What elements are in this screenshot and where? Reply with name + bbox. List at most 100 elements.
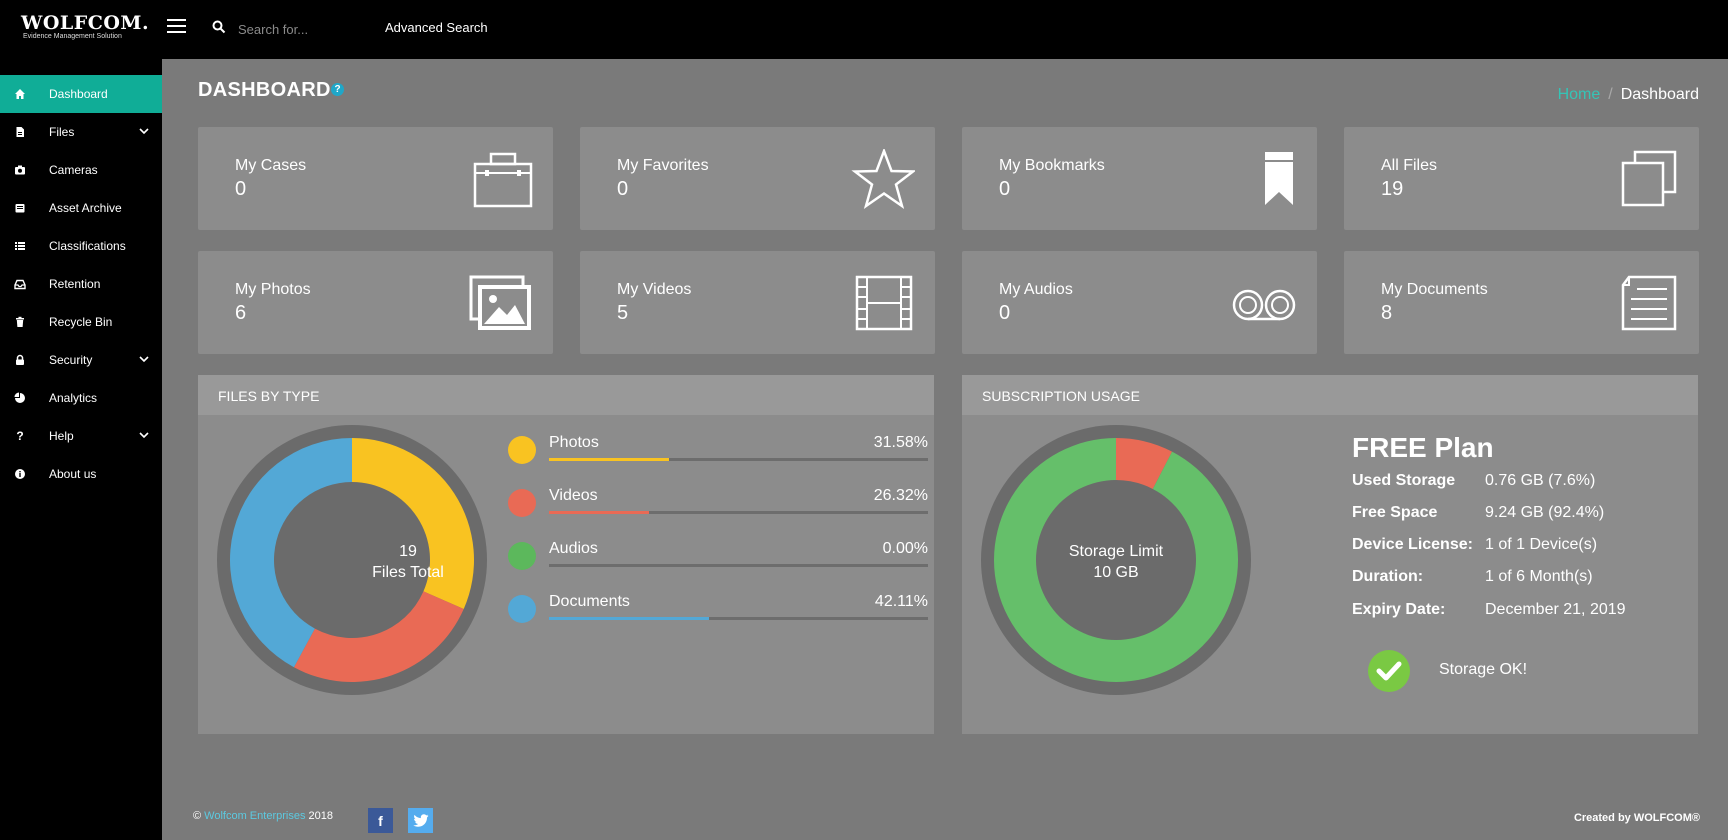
card-value: 0 [999,178,1011,200]
wolfcom-logo[interactable]: WOLFCOM. Evidence Management Solution [21,13,149,41]
card-value: 5 [617,302,629,324]
legend-name: Audios [549,540,598,557]
legend-videos: Videos 26.32% [508,484,928,524]
card-my-videos[interactable]: My Videos 5 [580,251,935,354]
card-my-bookmarks[interactable]: My Bookmarks 0 [962,127,1317,230]
legend-dot-videos [508,489,536,517]
chevron-down-icon [139,128,149,135]
row-key: Expiry Date: [1352,601,1446,618]
film-icon [855,275,913,331]
storage-limit-label: Storage Limit 10 GB [1016,541,1216,583]
legend-photos: Photos 31.58% [508,431,928,471]
sidebar-item-about-us[interactable]: About us [0,455,162,493]
chevron-down-icon [139,356,149,363]
sidebar-item-cameras[interactable]: Cameras [0,151,162,189]
donut-segment-photos [352,438,474,609]
legend-percent: 42.11% [874,593,928,610]
search-input[interactable] [238,18,358,40]
facebook-icon[interactable]: f [368,808,393,833]
copyright-symbol: © [193,810,202,822]
row-key: Device License: [1352,536,1473,553]
storage-donut-chart [981,425,1251,695]
card-value: 6 [235,302,247,324]
trash-icon [16,316,24,327]
document-icon [1621,275,1677,331]
sidebar-item-retention[interactable]: Retention [0,265,162,303]
files-total-count: 19 [399,543,417,560]
company-link[interactable]: Wolfcom Enterprises [204,810,306,822]
card-label: My Videos [617,281,692,298]
donut-segment-videos [293,591,464,682]
list-icon [15,242,25,250]
donut-segment-documents [230,438,352,668]
cassette-icon [1232,289,1296,321]
sidebar-item-dashboard[interactable]: Dashboard [0,75,162,113]
used-storage-row: Used Storage 0.76 GB (7.6%) [1352,472,1672,494]
row-key: Free Space [1352,504,1438,521]
card-my-favorites[interactable]: My Favorites 0 [580,127,935,230]
sidebar-item-files[interactable]: Files [0,113,162,151]
card-label: My Documents [1381,281,1488,298]
row-value: 1 of 6 Month(s) [1485,568,1593,585]
card-value: 19 [1381,178,1404,200]
legend-dot-audios [508,542,536,570]
briefcase-icon [473,152,533,208]
sidebar-item-analytics[interactable]: Analytics [0,379,162,417]
subscription-usage-panel: Subscription Usage Storage Limit 10 GB F… [962,375,1698,734]
sidebar-item-label: Asset Archive [49,201,122,215]
twitter-icon[interactable] [408,808,433,833]
sidebar-item-label: Files [49,125,75,139]
sidebar-item-recycle-bin[interactable]: Recycle Bin [0,303,162,341]
card-label: All Files [1381,157,1438,174]
sidebar-item-security[interactable]: Security [0,341,162,379]
legend-progress-track [549,511,928,514]
legend-dot-documents [508,595,536,623]
menu-toggle-icon[interactable] [167,19,186,34]
card-value: 0 [999,302,1011,324]
storage-limit-caption: Storage Limit [1068,543,1164,560]
plan-title: FREE Plan [1352,432,1494,463]
card-my-photos[interactable]: My Photos 6 [198,251,553,354]
info-icon [15,469,25,479]
sidebar-item-label: Cameras [49,163,98,177]
sidebar-item-label: About us [49,467,97,481]
device-license-row: Device License: 1 of 1 Device(s) [1352,536,1672,558]
file-icon [16,127,24,137]
row-key: Duration: [1352,568,1424,585]
breadcrumb-home-link[interactable]: Home [1557,86,1601,103]
card-my-cases[interactable]: My Cases 0 [198,127,553,230]
expiry-date-row: Expiry Date: December 21, 2019 [1352,601,1672,623]
breadcrumb: Home / Dashboard [1558,86,1699,104]
legend-progress-fill [549,617,709,620]
row-value: 1 of 1 Device(s) [1485,536,1598,553]
search-icon [212,20,226,34]
files-by-type-donut-chart [217,425,487,695]
card-all-files[interactable]: All Files 19 [1344,127,1699,230]
lock-icon [16,354,24,365]
card-my-audios[interactable]: My Audios 0 [962,251,1317,354]
card-label: My Audios [999,281,1073,298]
panel-heading: Subscription Usage [962,375,1698,415]
card-my-documents[interactable]: My Documents 8 [1344,251,1699,354]
bookmark-icon [1265,152,1293,205]
legend-progress-fill [549,511,649,514]
inbox-icon [14,279,26,290]
files-total-caption: Files Total [372,564,444,581]
legend-percent: 31.58% [873,434,928,451]
sidebar-item-label: Security [49,353,93,367]
camera-icon [15,165,25,175]
chevron-down-icon [139,432,149,439]
sidebar-item-label: Analytics [49,391,98,405]
legend-name: Documents [549,593,630,610]
legend-name: Videos [549,487,598,504]
legend-audios: Audios 0.00% [508,537,928,577]
sidebar-item-asset-archive[interactable]: Asset Archive [0,189,162,227]
legend-progress-track [549,458,928,461]
legend-percent: 0.00% [882,540,928,557]
created-by-label: Created by WOLFCOM® [1573,812,1700,824]
help-badge[interactable]: ? [331,83,344,96]
sidebar-item-help[interactable]: ? Help [0,417,162,455]
sidebar-item-classifications[interactable]: Classifications [0,227,162,265]
advanced-search-link[interactable]: Advanced Search [385,20,488,35]
card-label: My Favorites [617,157,709,174]
